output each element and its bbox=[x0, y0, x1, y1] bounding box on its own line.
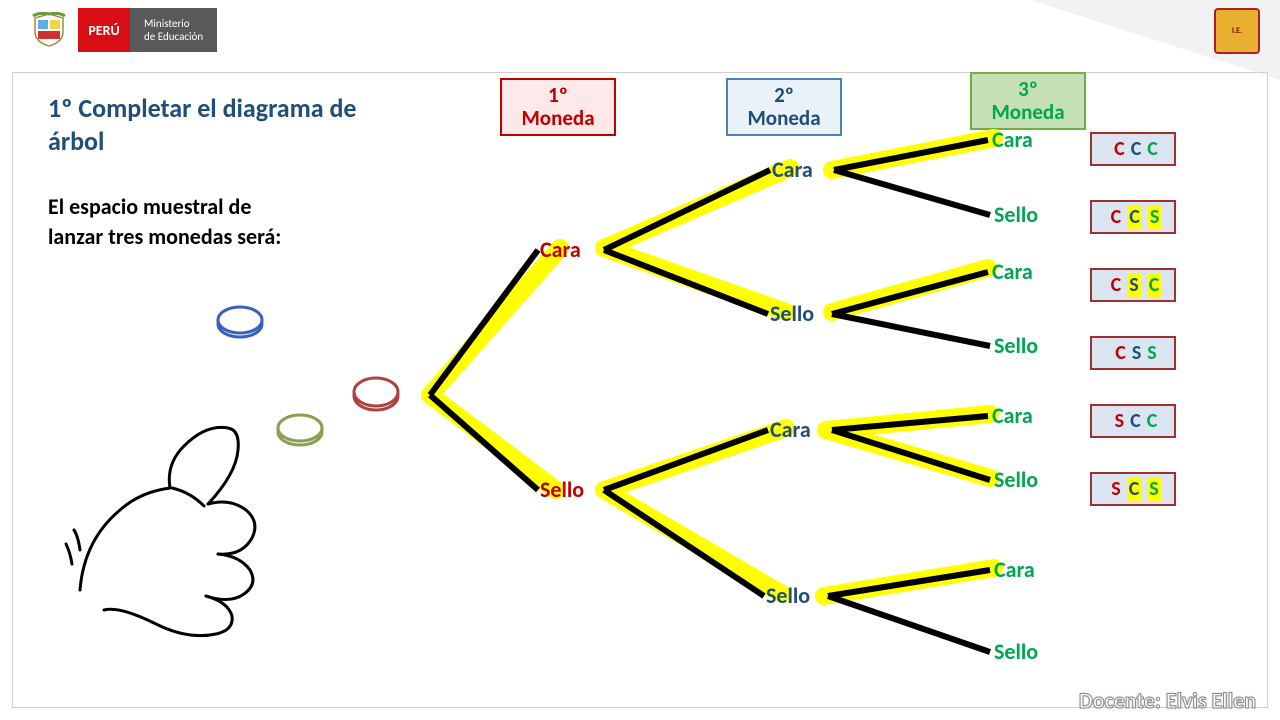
node-l3-5: Sello bbox=[994, 466, 1038, 493]
tree-edges bbox=[0, 0, 1280, 720]
node-l3-4: Cara bbox=[992, 402, 1033, 429]
node-l1-0: Cara bbox=[540, 236, 581, 263]
node-l3-2: Cara bbox=[992, 258, 1033, 285]
node-l3-1: Sello bbox=[994, 201, 1038, 228]
node-l2-0: Cara bbox=[772, 156, 813, 183]
node-l3-3: Sello bbox=[994, 332, 1038, 359]
node-l2-1: Sello bbox=[770, 300, 814, 327]
node-l3-0: Cara bbox=[992, 126, 1033, 153]
node-l3-6: Cara bbox=[994, 556, 1035, 583]
node-l2-2: Cara bbox=[770, 416, 811, 443]
node-l2-3: Sello bbox=[766, 582, 810, 609]
node-l3-7: Sello bbox=[994, 638, 1038, 665]
node-l1-1: Sello bbox=[540, 476, 584, 503]
